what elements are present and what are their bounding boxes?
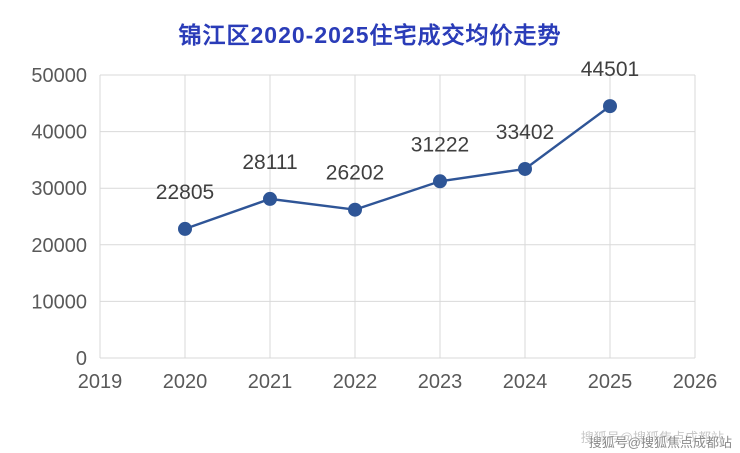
data-point-label: 33402 (496, 121, 554, 144)
data-point-marker (348, 202, 362, 217)
y-tick-label: 30000 (31, 178, 87, 200)
x-tick-label: 2022 (333, 371, 378, 393)
chart-title: 锦江区2020-2025住宅成交均价走势 (178, 22, 562, 48)
y-tick-label: 10000 (31, 291, 87, 313)
data-point-marker (518, 161, 532, 176)
data-point-label: 28111 (242, 151, 297, 174)
x-tick-label: 2021 (248, 371, 293, 393)
data-point-marker (263, 191, 277, 206)
x-tick-label: 2023 (418, 371, 463, 393)
x-tick-label: 2024 (503, 371, 548, 393)
y-tick-label: 0 (76, 348, 87, 370)
data-point-marker (603, 99, 617, 114)
watermark-shadow-text: 搜狐号@搜狐焦点成都站 (580, 430, 724, 445)
data-point-label: 22805 (156, 181, 214, 204)
data-point-marker (178, 221, 192, 236)
watermark-text: 搜狐号@搜狐焦点成都站 (588, 435, 732, 450)
x-tick-label: 2019 (78, 371, 123, 393)
x-tick-label: 2025 (588, 371, 633, 393)
y-tick-label: 50000 (31, 65, 87, 87)
price-trend-line (184, 105, 611, 231)
data-point-marker (433, 174, 447, 189)
chart-svg: 0 10000 20000 30000 40000 50000 2019 2020 2021 20… (31, 58, 718, 393)
x-tick-label: 2020 (163, 371, 208, 393)
x-tick-label: 2026 (673, 371, 718, 393)
data-point-label: 31222 (411, 133, 469, 156)
watermark: 搜狐号@搜狐焦点成都站 搜狐号@搜狐焦点成都站 (581, 430, 732, 450)
data-point-label: 44501 (581, 58, 639, 81)
y-tick-label: 40000 (31, 122, 87, 144)
y-tick-label: 20000 (31, 235, 87, 257)
data-point-label: 26202 (326, 162, 384, 185)
